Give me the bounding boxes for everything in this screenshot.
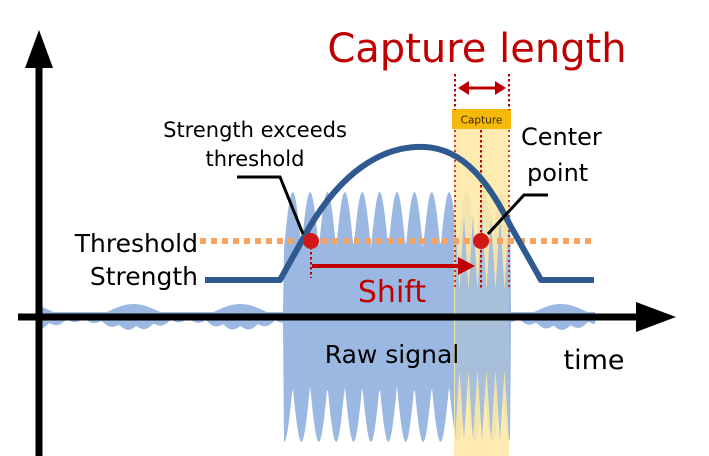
capture-window-signal: [455, 215, 509, 440]
center-label-line2: point: [527, 159, 588, 187]
capture-tag-label: Capture: [461, 115, 503, 127]
shift-label: Shift: [358, 275, 426, 310]
threshold-word-label: threshold: [206, 147, 305, 171]
strength-label: Strength: [90, 262, 198, 291]
center-point-marker: [473, 233, 489, 249]
strength-exceeds-label: Strength exceeds: [163, 118, 347, 142]
capture-length-title: Capture length: [327, 26, 626, 72]
time-axis-label: time: [563, 345, 624, 376]
strength-curve: [205, 143, 594, 283]
threshold-cross-marker: [303, 233, 319, 249]
strength-exceeds-leader: [237, 175, 305, 235]
capture-length-arrow-left-head: [458, 81, 469, 95]
threshold-label: Threshold: [74, 229, 198, 258]
shift-arrow-head: [458, 257, 475, 275]
y-axis-arrowhead: [25, 30, 53, 68]
x-axis-arrowhead: [636, 302, 676, 332]
capture-tag: [452, 109, 511, 129]
raw-signal-label: Raw signal: [325, 340, 460, 369]
center-label-line1: Center: [521, 123, 602, 151]
capture-length-arrow-right-head: [495, 81, 506, 95]
center-point-leader: [486, 193, 548, 236]
